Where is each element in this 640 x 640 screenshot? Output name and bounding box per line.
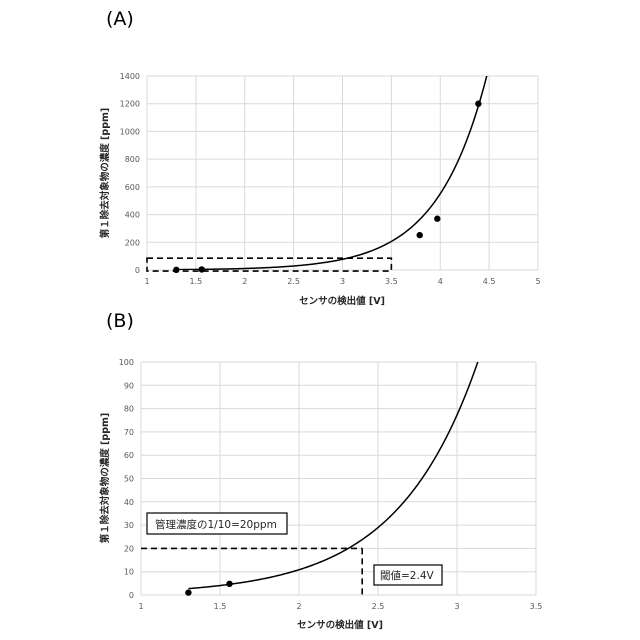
panel-b-y-tick-label: 40: [124, 498, 134, 507]
panel-b-y-axis-title: 第１除去対象物の濃度 [ppm]: [99, 413, 111, 544]
panel-a-y-tick-label: 0: [135, 266, 140, 275]
threshold-label: 閾値=2.4V: [380, 569, 434, 582]
panel-b-y-tick-label: 0: [129, 591, 134, 600]
panel-a-y-tick-label: 1200: [120, 100, 140, 109]
panel-b-x-tick-label: 2.5: [372, 602, 385, 611]
panel-b-x-tick-label: 3.5: [530, 602, 543, 611]
panel-b-x-tick-label: 2: [296, 602, 301, 611]
panel-b-x-axis-title: センサの検出値 [V]: [297, 619, 383, 631]
panel-b-y-tick-label: 50: [124, 475, 134, 484]
panel-a-x-tick-label: 3: [340, 277, 345, 286]
panel-b-data-point: [226, 581, 232, 587]
panel-a-x-tick-label: 1.5: [190, 277, 203, 286]
panel-a-y-tick-label: 1000: [120, 127, 140, 136]
panel-a-x-tick-label: 4: [438, 277, 443, 286]
panel-a-trendline: [176, 0, 538, 270]
panel-a-y-axis-title: 第１除去対象物の濃度 [ppm]: [99, 108, 111, 239]
panel-a-y-tick-label: 400: [125, 211, 140, 220]
panel-b-x-tick-label: 3: [454, 602, 459, 611]
panel-a-data-point: [434, 216, 440, 222]
panel-a-plot: 1 1.5 2 2.5 3 3.5 4 4.5 5 0 200 400 600 800 1000 1200 14…: [120, 0, 541, 286]
panel-a-x-tick-label: 1: [144, 277, 149, 286]
panel-b-y-tick-label: 10: [124, 568, 134, 577]
panel-a-x-tick-label: 3.5: [385, 277, 398, 286]
panel-a-y-tick-label: 200: [125, 238, 140, 247]
panel-b-plot: 11.522.533.50102030405060708090100: [119, 115, 543, 611]
panel-b-y-tick-label: 70: [124, 428, 134, 437]
panel-a-x-tick-label: 4.5: [483, 277, 496, 286]
panel-a-label: (A): [106, 8, 134, 30]
panel-a-x-tick-label: 5: [535, 277, 540, 286]
panel-a-data-point: [475, 101, 481, 107]
panel-b-data-point: [185, 589, 191, 595]
panel-a-y-tick-label: 800: [125, 155, 140, 164]
panel-a-data-point: [417, 232, 423, 238]
panel-a-y-tick-label: 600: [125, 183, 140, 192]
panel-b-y-tick-label: 80: [124, 405, 134, 414]
control-concentration-label: 管理濃度の1/10=20ppm: [155, 518, 277, 531]
panel-b-x-tick-label: 1: [138, 602, 143, 611]
panel-a-y-tick-label: 1400: [120, 72, 140, 81]
panel-b-y-tick-label: 20: [124, 544, 134, 553]
panel-a-x-tick-label: 2: [242, 277, 247, 286]
panel-b-label: (B): [106, 310, 134, 332]
panel-b-y-tick-label: 30: [124, 521, 134, 530]
panel-b-y-tick-label: 60: [124, 451, 134, 460]
panel-b-y-tick-label: 100: [119, 358, 134, 367]
panel-b-x-tick-label: 1.5: [214, 602, 227, 611]
panel-b-y-tick-label: 90: [124, 381, 134, 390]
panel-a-x-tick-label: 2.5: [287, 277, 300, 286]
panel-a-data-point: [173, 267, 179, 273]
panel-a-x-axis-title: センサの検出値 [V]: [299, 295, 385, 307]
